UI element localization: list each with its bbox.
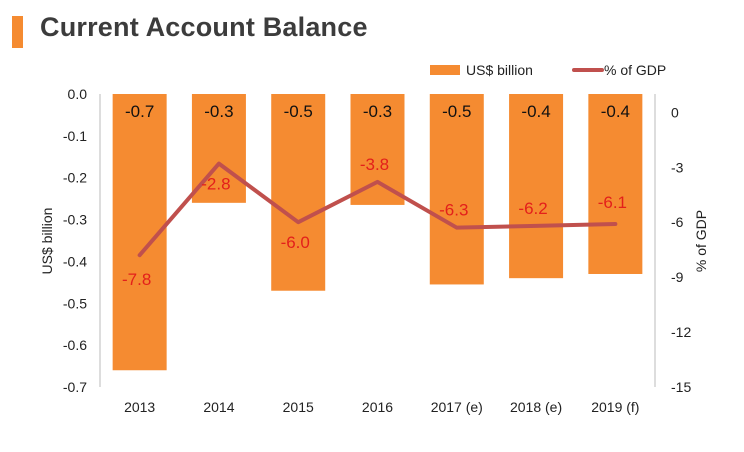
right-axis-tick-label: -12 — [671, 324, 691, 340]
bar-data-label: -0.5 — [284, 102, 313, 121]
left-axis: 0.0 -0.1 -0.2 -0.3 -0.4 -0.5 -0.6 -0.7 — [63, 86, 101, 395]
legend-line-swatch — [572, 68, 604, 72]
left-axis-tick-label: -0.7 — [63, 379, 87, 395]
title-accent-bar — [12, 16, 23, 48]
bar-series — [112, 94, 643, 371]
bar-data-label: -0.3 — [204, 102, 233, 121]
line-data-label: -6.0 — [281, 233, 310, 252]
right-axis-tick-label: -15 — [671, 379, 691, 395]
bar-data-label: -0.5 — [442, 102, 471, 121]
x-axis-tick-label: 2015 — [283, 399, 314, 415]
bar — [509, 94, 564, 279]
bar-data-label: -0.3 — [363, 102, 392, 121]
bar-data-label: -0.4 — [521, 102, 550, 121]
x-axis-tick-label: 2014 — [203, 399, 234, 415]
right-axis-title: % of GDP — [693, 210, 709, 272]
line-data-label: -6.2 — [518, 199, 547, 218]
x-axis-tick-label: 2017 (e) — [431, 399, 483, 415]
right-axis-tick-label: -9 — [671, 269, 684, 285]
line-labels: -7.8 -2.8 -6.0 -3.8 -6.3 -6.2 -6.1 — [122, 155, 627, 289]
x-axis-tick-label: 2013 — [124, 399, 155, 415]
left-axis-title: US$ billion — [39, 208, 55, 275]
right-axis: 0 -3 -6 -9 -12 -15 — [654, 94, 691, 395]
left-axis-tick-label: -0.2 — [63, 170, 87, 186]
bar-data-label: -0.7 — [125, 102, 154, 121]
right-axis-tick-label: -3 — [671, 159, 684, 175]
legend-label-bar: US$ billion — [466, 62, 533, 78]
x-axis-tick-label: 2018 (e) — [510, 399, 562, 415]
legend-label-line: % of GDP — [604, 62, 667, 78]
left-axis-tick-label: -0.6 — [63, 337, 87, 353]
left-axis-tick-label: -0.1 — [63, 128, 87, 144]
right-axis-tick-label: -6 — [671, 214, 684, 230]
x-axis: 2013 2014 2015 2016 2017 (e) 2018 (e) 2019 (f) — [124, 399, 639, 415]
bar — [429, 94, 484, 285]
bar-labels: -0.7 -0.3 -0.5 -0.3 -0.5 -0.4 -0.4 — [125, 102, 630, 121]
left-axis-tick-label: -0.5 — [63, 295, 87, 311]
line-data-label: -3.8 — [360, 155, 389, 174]
bar — [588, 94, 643, 274]
line-data-label: -7.8 — [122, 270, 151, 289]
right-axis-tick-label: 0 — [671, 104, 679, 120]
left-axis-tick-label: 0.0 — [68, 86, 88, 102]
legend-bar-swatch — [430, 65, 460, 75]
line-data-label: -6.3 — [439, 201, 468, 220]
bar — [271, 94, 326, 291]
chart-title: Current Account Balance — [40, 12, 368, 42]
line-data-label: -2.8 — [201, 175, 230, 194]
x-axis-tick-label: 2016 — [362, 399, 393, 415]
bar — [350, 94, 405, 205]
left-axis-tick-label: -0.3 — [63, 212, 87, 228]
line-series — [137, 161, 618, 258]
bar-data-label: -0.4 — [601, 102, 630, 121]
x-axis-tick-label: 2019 (f) — [591, 399, 639, 415]
line-data-label: -6.1 — [598, 193, 627, 212]
left-axis-tick-label: -0.4 — [63, 253, 87, 269]
